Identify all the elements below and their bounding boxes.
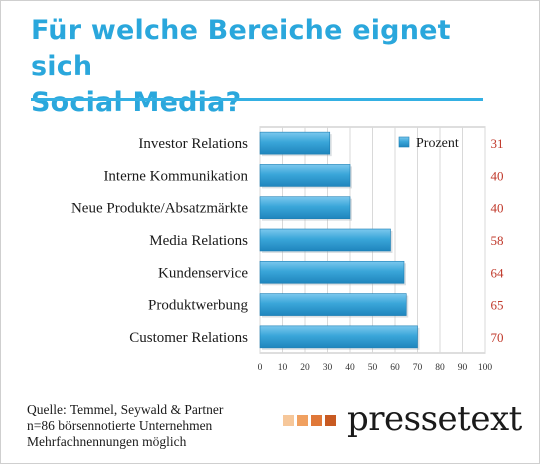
title-divider <box>31 98 483 101</box>
value-label: 70 <box>491 330 504 345</box>
category-label: Investor Relations <box>138 136 248 152</box>
x-tick-label: 50 <box>368 363 378 373</box>
x-tick-label: 80 <box>435 363 445 373</box>
bar <box>259 325 418 349</box>
x-tick-label: 60 <box>390 363 400 373</box>
bar <box>259 196 351 220</box>
source-line: Quelle: Temmel, Seywald & Partner <box>27 402 224 417</box>
logo-wordmark: pressetext <box>347 399 522 439</box>
logo-squares <box>283 415 336 427</box>
title-line-2: Social Media? <box>31 87 242 118</box>
legend-label: Prozent <box>416 136 459 151</box>
value-label: 40 <box>491 201 504 216</box>
sample-line: n=86 börsennotierte Unternehmen <box>27 418 213 433</box>
bar <box>259 228 391 252</box>
x-tick-label: 40 <box>345 363 355 373</box>
bar <box>259 131 331 155</box>
category-label: Produktwerbung <box>148 298 248 314</box>
bar <box>259 260 405 284</box>
x-tick-label: 90 <box>458 363 468 373</box>
x-tick-label: 100 <box>478 363 493 373</box>
category-label: Interne Kommunikation <box>103 168 248 184</box>
value-label: 58 <box>491 233 504 248</box>
value-label: 31 <box>491 136 504 151</box>
value-label: 65 <box>491 298 504 313</box>
title-line-1: Für welche Bereiche eignet sich <box>31 15 451 82</box>
logo-square <box>311 415 322 426</box>
x-tick-label: 20 <box>300 363 310 373</box>
chart-title: Für welche Bereiche eignet sich Social M… <box>31 13 511 121</box>
x-tick-label: 30 <box>323 363 333 373</box>
note-line: Mehrfachnennungen möglich <box>27 434 187 449</box>
bar <box>259 293 407 316</box>
x-tick-label: 10 <box>278 363 288 373</box>
logo-square <box>325 415 336 426</box>
logo-square <box>297 415 308 426</box>
category-label: Kundenservice <box>158 265 248 281</box>
category-label: Customer Relations <box>129 330 248 346</box>
bar <box>259 164 351 187</box>
logo-square <box>283 415 294 426</box>
x-tick-label: 0 <box>258 363 263 373</box>
source-note: Quelle: Temmel, Seywald & Partner n=86 b… <box>27 402 267 450</box>
category-label: Media Relations <box>149 233 248 249</box>
pressetext-logo: pressetext <box>283 399 523 443</box>
x-tick-label: 70 <box>413 363 423 373</box>
category-label: Neue Produkte/Absatzmärkte <box>71 201 248 217</box>
legend-swatch <box>398 136 410 148</box>
value-label: 40 <box>491 168 504 183</box>
value-label: 64 <box>491 265 505 280</box>
